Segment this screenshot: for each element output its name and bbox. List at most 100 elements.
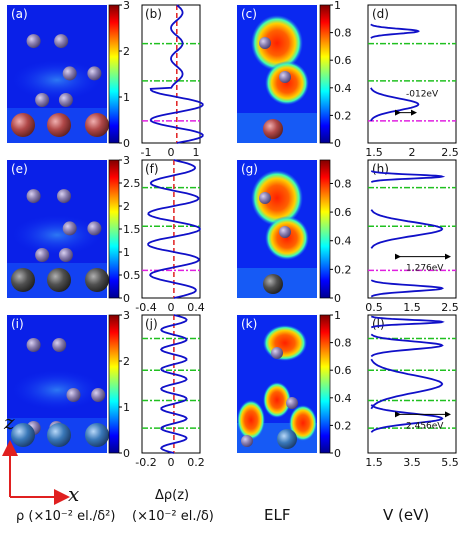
x-axis-label: x <box>68 482 80 506</box>
potential-curve <box>370 23 420 39</box>
potential-xtick-label: 1.5 <box>365 146 383 159</box>
row-2: (e) 0 0.5 1 1.5 2 2.5 3 (f) -0.4 0 0.4 (g) 0 0.2 0.4 0.6… <box>7 154 459 314</box>
panel-label: (e) <box>11 162 28 176</box>
panel-label: (d) <box>372 7 389 21</box>
elf-colorbar-tick-label: 0.8 <box>334 27 352 40</box>
rho-colorbar-tick-label: 1 <box>123 246 130 259</box>
adatom <box>52 338 67 352</box>
panel-label: (j) <box>145 317 158 331</box>
potential-curve <box>370 279 445 298</box>
elf-hot-region <box>289 405 317 441</box>
elf-colorbar-tick-label: 1 <box>334 0 341 12</box>
substrate-atom <box>47 423 71 447</box>
adatom <box>91 388 106 402</box>
elf-hot-region <box>263 382 291 418</box>
adatom <box>271 347 283 359</box>
elf-colorbar-tick-label: 0.4 <box>334 392 352 405</box>
substrate-atom <box>11 268 35 292</box>
potential-xtick-label: 1.5 <box>403 301 421 314</box>
substrate-atom <box>47 113 71 137</box>
elf-colorbar-tick-label: 0.8 <box>334 337 352 350</box>
potential-xtick-label: 0.5 <box>365 301 383 314</box>
panel-label: (f) <box>145 162 159 176</box>
rho-colorbar-tick-label: 0.5 <box>123 269 141 282</box>
potential-curve <box>370 358 444 410</box>
delta-rho-curve <box>149 4 204 144</box>
elf-colorbar-tick-label: 0.4 <box>334 235 352 248</box>
elf-hot-region <box>251 15 303 71</box>
panel-label: (b) <box>145 7 162 21</box>
adatom <box>26 189 41 204</box>
row-1: (a) 0 1 2 3 (b) -1 0 1 (c) 0 0.2 0.4 0.6 0.8 1 (d) -012eV… <box>7 0 459 159</box>
substrate-atom <box>11 113 35 137</box>
delta-rho-xtick-label: 0 <box>168 146 175 159</box>
substrate-atom <box>47 268 71 292</box>
potential-xtick-label: 2.5 <box>441 146 459 159</box>
rho-colorbar-tick-label: 3 <box>123 309 130 322</box>
adatom <box>259 192 271 204</box>
delta-rho-curve <box>159 314 188 454</box>
elf-colorbar <box>319 4 331 144</box>
substrate-atom <box>85 268 109 292</box>
potential-xtick-label: 3.5 <box>403 456 421 469</box>
energy-gap-label: 2.456eV <box>406 421 444 431</box>
potential-curve <box>370 87 420 122</box>
rho-colorbar-tick-label: 1.5 <box>123 223 141 236</box>
rho-colorbar-tick-label: 1 <box>123 401 130 414</box>
rho-colorbar-tick-label: 3 <box>123 154 130 167</box>
elf-colorbar-tick-label: 0.2 <box>334 109 352 122</box>
adatom <box>62 221 77 236</box>
adatom <box>259 37 271 49</box>
delta-rho-xtick-label: 1 <box>193 146 200 159</box>
rho-colorbar-tick-label: 2 <box>123 200 130 213</box>
rho-colorbar-tick-label: 0 <box>123 447 130 460</box>
density-glow <box>12 370 102 410</box>
adatom <box>279 71 291 83</box>
panel-label: (c) <box>241 7 257 21</box>
z-axis-label: z <box>4 410 15 434</box>
adatom <box>57 189 71 204</box>
delta-rho-curve <box>147 159 202 299</box>
drho-units-label: (×10⁻² el./δ) <box>132 509 214 524</box>
delta-rho-xtick-label: -1 <box>141 146 152 159</box>
elf-hot-region <box>263 325 307 361</box>
elf-colorbar <box>319 159 331 299</box>
potential-curve <box>370 315 445 329</box>
adatom <box>26 34 41 49</box>
delta-rho-xtick-label: 0 <box>168 301 175 314</box>
adatom <box>35 248 50 262</box>
adatom <box>62 66 77 81</box>
row-3: (i) 0 1 2 3 (j) -0.2 0 0.2 (k) 0 0.2 0.4 0.6 0.8 1 (l) 2.… <box>7 309 459 469</box>
elf-colorbar-tick-label: 0.6 <box>334 206 352 219</box>
potential-curve <box>370 333 444 358</box>
elf-colorbar-tick-label: 0 <box>334 447 341 460</box>
delta-rho-xtick-label: 0.2 <box>187 456 205 469</box>
elf-colorbar-tick-label: 0 <box>334 292 341 305</box>
elf-colorbar-tick-label: 0.8 <box>334 177 352 190</box>
rho-units-label: ρ (×10⁻² el./δ²) <box>16 509 116 524</box>
substrate-atom <box>277 429 297 449</box>
energy-gap-label: 1.276eV <box>406 264 444 274</box>
elf-colorbar-tick-label: 0.6 <box>334 54 352 67</box>
potential-plot <box>367 4 457 144</box>
elf-hot-region <box>251 170 303 226</box>
potential-xtick-label: 2 <box>409 146 416 159</box>
adatom <box>87 66 102 81</box>
rho-colorbar <box>108 314 120 454</box>
delta-rho-xtick-label: -0.2 <box>135 456 156 469</box>
adatom <box>58 93 73 107</box>
potential-curve <box>370 404 444 433</box>
rho-colorbar <box>108 159 120 299</box>
elf-colorbar-tick-label: 0.2 <box>334 263 352 276</box>
elf-hot-region <box>265 216 309 260</box>
panel-label: (k) <box>241 317 257 331</box>
rho-colorbar-tick-label: 2 <box>123 45 130 58</box>
adatom <box>54 34 69 49</box>
substrate-atom <box>85 113 109 137</box>
adatom <box>26 338 41 352</box>
elf-colorbar-tick-label: 0.6 <box>334 364 352 377</box>
panel-label: (a) <box>11 7 28 21</box>
potential-xtick-label: 2.5 <box>441 301 459 314</box>
